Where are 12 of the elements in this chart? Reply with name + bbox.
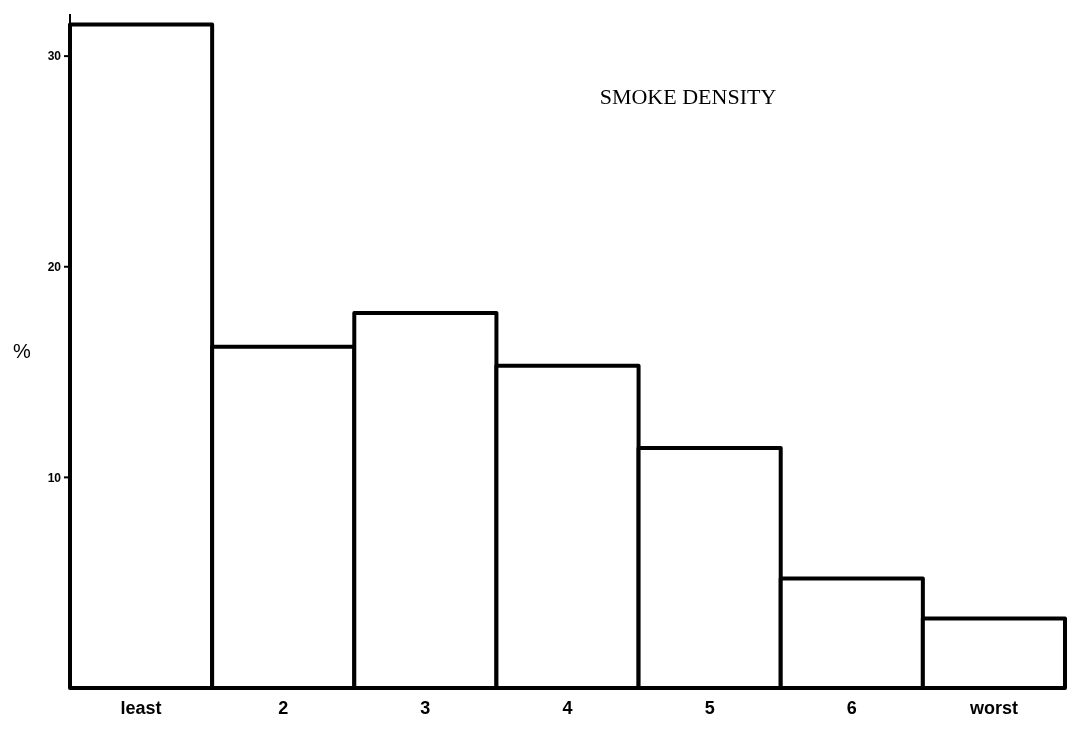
x-tick-label: 6	[846, 698, 857, 718]
y-tick-label: 20	[47, 259, 62, 274]
x-tick-label: least	[120, 698, 162, 718]
x-tick-label: worst	[968, 698, 1018, 718]
x-tick-label: 5	[704, 698, 715, 718]
y-tick-label: 30	[47, 49, 62, 64]
y-tick-label: 10	[47, 470, 62, 485]
text: SMOKE DENSITY	[599, 84, 777, 109]
x-tick-label: 4	[562, 698, 573, 718]
x-tick-label: 2	[278, 698, 289, 718]
y-axis-title: %	[13, 340, 32, 362]
x-tick-label: 3	[420, 698, 431, 718]
